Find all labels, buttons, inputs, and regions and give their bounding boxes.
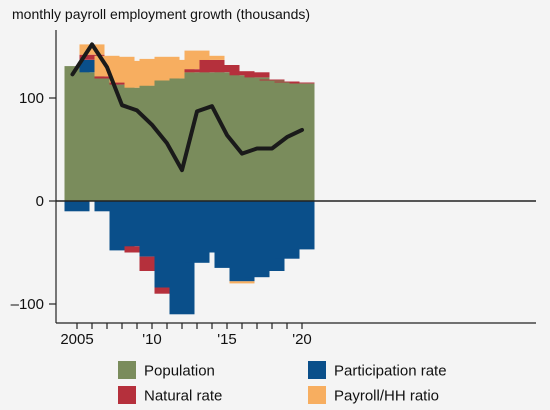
x-tick-label: 2005 — [60, 331, 93, 348]
bar-natural-rate-2007 — [94, 76, 120, 79]
bar-natural-rate-2009 — [124, 246, 150, 253]
bar-natural-rate-2016 — [229, 71, 255, 76]
bar-natural-rate-2020 — [289, 82, 315, 84]
bar-natural-rate-2019 — [274, 81, 300, 83]
bar-natural-rate-2015 — [214, 65, 240, 73]
bars — [64, 44, 315, 315]
bar-payroll-hh-ratio-2016 — [229, 281, 255, 284]
bar-payroll-hh-ratio-2014 — [199, 55, 225, 60]
legend-swatch-natural-rate — [118, 386, 136, 404]
legend-swatch-population — [118, 361, 136, 379]
bar-natural-rate-2006 — [79, 54, 105, 60]
y-tick-label: 100 — [19, 90, 44, 107]
legend-label-payroll-hh-ratio: Payroll/HH ratio — [334, 388, 439, 405]
bar-natural-rate-2008 — [109, 82, 135, 85]
legend-label-population: Population — [144, 363, 215, 380]
total-growth-line — [70, 42, 304, 173]
y-tick-label: 0 — [36, 193, 44, 210]
legend: Population Participation rate Natural rate… — [118, 361, 447, 405]
bar-natural-rate-2018 — [259, 79, 285, 81]
y-tick-label: –100 — [11, 296, 44, 313]
bar-participation-rate-2005 — [64, 201, 90, 212]
x-tick-label: '15 — [217, 331, 237, 348]
legend-swatch-participation-rate — [308, 361, 326, 379]
chart-title: monthly payroll employment growth (thous… — [12, 6, 310, 22]
bar-natural-rate-2013 — [184, 69, 210, 73]
x-tick-label: '10 — [142, 331, 162, 348]
bar-natural-rate-2011 — [154, 287, 180, 294]
bar-payroll-hh-ratio-2006 — [79, 44, 105, 55]
legend-label-natural-rate: Natural rate — [144, 388, 222, 405]
x-tick-label: '20 — [292, 331, 312, 348]
bar-population-2020 — [289, 83, 315, 201]
legend-label-participation-rate: Participation rate — [334, 363, 447, 380]
bar-natural-rate-2017 — [244, 72, 270, 78]
bar-participation-rate-2007 — [94, 201, 120, 212]
bar-participation-rate-2020 — [289, 201, 315, 250]
legend-swatch-payroll-hh-ratio — [308, 386, 326, 404]
axes: –100 0 100 2005 '10 '15 '20 — [11, 30, 536, 348]
